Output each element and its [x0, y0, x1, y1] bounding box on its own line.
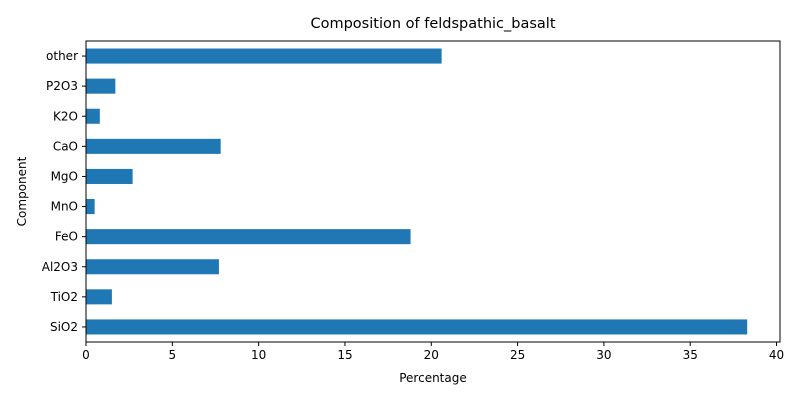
bar-k2o: [86, 108, 100, 124]
x-tick-label: 15: [337, 348, 352, 362]
bar-p2o3: [86, 78, 116, 94]
y-tick-label: CaO: [53, 139, 78, 153]
x-tick-label: 30: [596, 348, 611, 362]
x-tick-label: 10: [251, 348, 266, 362]
y-tick-label: K2O: [53, 109, 78, 123]
bar-tio2: [86, 289, 112, 305]
y-axis-label: Component: [15, 156, 29, 226]
y-tick-label: FeO: [55, 230, 78, 244]
y-tick-label: other: [46, 49, 78, 63]
plot-frame: [85, 40, 781, 343]
bar-al2o3: [86, 259, 219, 275]
x-tick-label: 0: [82, 348, 90, 362]
y-tick-label: P2O3: [46, 79, 78, 93]
bars-group: [86, 48, 748, 335]
x-tick-label: 20: [424, 348, 439, 362]
x-tick-label: 35: [683, 348, 698, 362]
x-tick-label: 5: [168, 348, 176, 362]
y-tick-label: MgO: [51, 169, 78, 183]
x-tick-label: 25: [510, 348, 525, 362]
bar-other: [86, 48, 442, 64]
y-ticks-group: SiO2 TiO2 Al2O3 FeO MnO MgO CaO K2O P2O3 other: [42, 49, 86, 334]
x-axis-label: Percentage: [399, 371, 467, 385]
y-tick-label: MnO: [51, 200, 78, 214]
bar-sio2: [86, 319, 748, 335]
bar-mno: [86, 199, 95, 215]
y-tick-label: Al2O3: [42, 260, 78, 274]
y-tick-label: TiO2: [50, 290, 78, 304]
y-tick-label: SiO2: [50, 320, 78, 334]
bar-feo: [86, 229, 411, 245]
chart-title: Composition of feldspathic_basalt: [310, 16, 555, 32]
x-ticks-group: 0 5 10 15 20 25 30 35 40: [82, 342, 784, 362]
bar-cao: [86, 138, 221, 154]
x-tick-label: 40: [769, 348, 784, 362]
bar-mgo: [86, 168, 133, 184]
